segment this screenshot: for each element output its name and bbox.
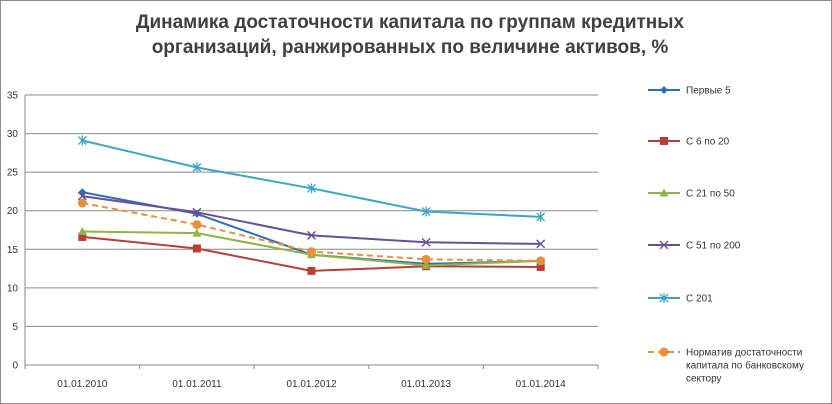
data-point-s5-4 — [536, 256, 546, 266]
data-point-s3-0 — [77, 191, 87, 201]
legend-label-1: С 6 по 20 — [686, 137, 730, 148]
data-point-s1-4 — [536, 263, 545, 272]
chart-title: Динамика достаточности капитала по групп… — [60, 10, 760, 60]
legend-marker-4 — [659, 293, 669, 303]
y-tick-label-6: 30 — [7, 129, 19, 140]
data-point-s4-3 — [421, 206, 431, 217]
data-point-s0-0 — [78, 188, 87, 197]
y-tick-label-3: 15 — [7, 245, 19, 256]
data-point-s5-3 — [421, 254, 431, 264]
y-tick-label-4: 20 — [7, 206, 19, 217]
x-tick-label-4: 01.01.2014 — [516, 379, 566, 390]
data-point-s1-2 — [307, 266, 316, 275]
data-point-s1-1 — [192, 244, 201, 253]
x-tick-label-2: 01.01.2012 — [286, 379, 336, 390]
legend-marker-0 — [660, 86, 668, 94]
data-point-s5-2 — [307, 247, 316, 257]
data-point-s4-4 — [536, 211, 546, 222]
legend-marker-5 — [659, 347, 669, 357]
data-point-s2-1 — [192, 228, 202, 237]
legend-label-0: Первые 5 — [686, 86, 731, 97]
data-point-s3-1 — [192, 207, 202, 217]
data-point-s1-0 — [78, 232, 87, 241]
legend-label-5-0: Норматив достаточности — [686, 348, 802, 359]
y-tick-label-2: 10 — [7, 283, 19, 294]
legend-label-5-1: капитала по банковскому — [686, 360, 804, 372]
data-point-s4-1 — [192, 162, 202, 173]
data-point-s5-0 — [77, 198, 87, 208]
data-point-s3-2 — [307, 230, 316, 240]
y-tick-label-7: 35 — [7, 91, 19, 102]
data-point-s2-3 — [421, 260, 431, 269]
data-point-s3-4 — [536, 239, 546, 249]
legend-label-5-2: сектору — [686, 374, 722, 385]
y-tick-label-1: 5 — [12, 322, 18, 333]
legend-label-3: С 51 по 200 — [686, 241, 741, 252]
series-line-3 — [82, 195, 541, 245]
data-point-s2-0 — [77, 227, 87, 236]
y-tick-label-0: 0 — [12, 361, 18, 372]
legend-marker-2 — [659, 188, 669, 197]
data-point-s4-0 — [77, 135, 87, 146]
legend-label-4: С 201 — [686, 294, 713, 305]
y-tick-label-5: 25 — [7, 168, 19, 179]
x-tick-label-0: 01.01.2010 — [57, 379, 107, 390]
data-point-s4-2 — [307, 183, 316, 194]
legend-label-2: С 21 по 50 — [686, 189, 735, 200]
data-point-s3-3 — [421, 237, 431, 247]
legend-marker-3 — [659, 240, 669, 250]
legend-marker-1 — [660, 137, 668, 145]
chart-title-line-2: организаций, ранжированных по величине а… — [151, 37, 669, 58]
chart-title-line-1: Динамика достаточности капитала по групп… — [135, 12, 685, 33]
x-tick-label-1: 01.01.2011 — [172, 379, 222, 390]
data-point-s5-1 — [192, 220, 202, 230]
x-tick-label-3: 01.01.2013 — [401, 379, 451, 390]
